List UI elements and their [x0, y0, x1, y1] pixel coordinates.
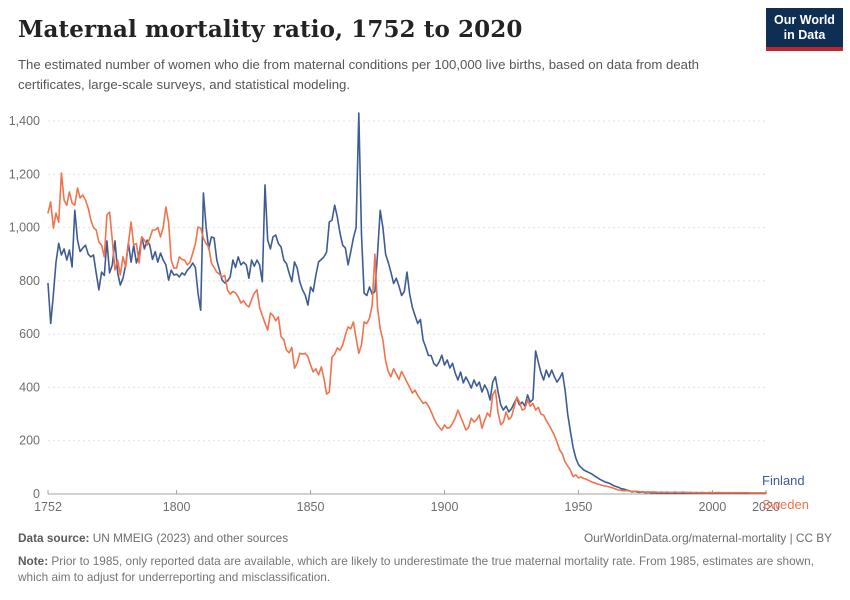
x-tick-label-2020: 2020: [752, 500, 780, 514]
data-source: Data source: UN MMEIG (2023) and other s…: [18, 530, 288, 547]
x-tick-label-1850: 1850: [297, 500, 325, 514]
y-tick-label-800: 800: [19, 274, 40, 288]
series-line-finland[interactable]: [47, 112, 767, 495]
x-tick-label-1752: 1752: [34, 500, 62, 514]
chart-note: Note: Prior to 1985, only reported data …: [18, 553, 832, 586]
y-tick-label-0: 0: [33, 487, 40, 501]
owid-logo[interactable]: Our World in Data: [766, 8, 843, 51]
owid-logo-line1: Our World: [774, 13, 835, 28]
y-tick-label-400: 400: [19, 380, 40, 394]
source-row: Data source: UN MMEIG (2023) and other s…: [18, 530, 832, 547]
owid-url-link[interactable]: OurWorldinData.org/maternal-mortality | …: [583, 531, 832, 545]
page-title: Maternal mortality ratio, 1752 to 2020: [18, 16, 523, 43]
x-tick-label-1800: 1800: [163, 500, 191, 514]
data-source-text: UN MMEIG (2023) and other sources: [89, 531, 289, 545]
chart-legend: Finland Sweden: [762, 474, 809, 522]
y-tick-label-1400: 1,400: [9, 114, 40, 128]
legend-item-finland[interactable]: Finland: [762, 473, 805, 488]
note-label: Note:: [18, 553, 49, 568]
y-tick-label-1000: 1,000: [9, 221, 40, 235]
y-tick-label-200: 200: [19, 434, 40, 448]
chart-plot-area[interactable]: 0 200 400 600 800 1,000 1,200 1,400 1752 1800 1850…: [0, 95, 850, 540]
series-line-sweden[interactable]: [47, 172, 767, 494]
x-tick-label-2000: 2000: [699, 500, 727, 514]
chart-subtitle: The estimated number of women who die fr…: [18, 57, 699, 92]
note-text: Prior to 1985, only reported data are av…: [18, 553, 818, 585]
x-tick-label-1950: 1950: [565, 500, 593, 514]
data-source-label: Data source:: [18, 531, 90, 545]
y-tick-label-600: 600: [19, 327, 40, 341]
x-tick-label-1900: 1900: [431, 500, 459, 514]
legend-item-sweden[interactable]: Sweden: [762, 497, 809, 512]
y-tick-label-1200: 1,200: [9, 167, 40, 181]
owid-logo-line2: in Data: [783, 27, 826, 42]
chart-footer: Data source: UN MMEIG (2023) and other s…: [18, 530, 832, 586]
